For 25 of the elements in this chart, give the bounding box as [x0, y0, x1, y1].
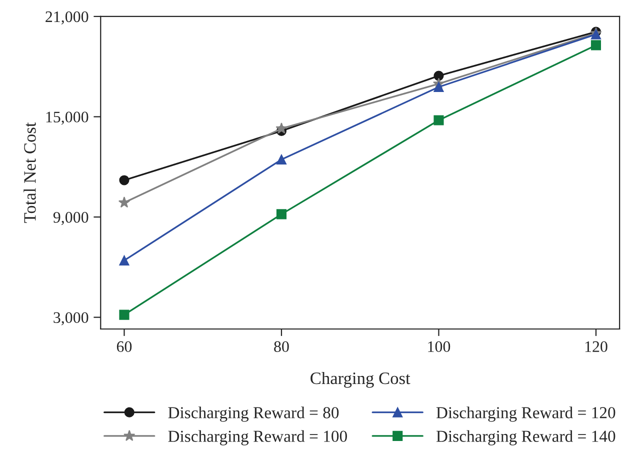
point	[118, 196, 130, 208]
y-tick-label: 3,000	[54, 312, 88, 326]
x-axis-title: Charging Cost	[310, 372, 410, 388]
point	[119, 175, 130, 186]
point	[276, 154, 287, 165]
point	[590, 40, 602, 50]
point	[434, 70, 444, 81]
legend-label: Discharging Reward = 120	[436, 406, 616, 422]
legend-label: Discharging Reward = 80	[168, 406, 339, 422]
point	[434, 82, 444, 92]
x-tick-label: 60	[116, 341, 132, 352]
y-tick-label: 21,000	[46, 11, 88, 24]
point	[276, 209, 287, 220]
y-tick-label: 15,000	[46, 112, 88, 125]
y-axis-title: Total Net Cost	[24, 122, 36, 223]
point	[434, 115, 444, 126]
x-tick-label: 100	[428, 341, 450, 352]
point	[119, 255, 130, 266]
legend-label: Discharging Reward = 140	[436, 430, 616, 446]
point	[119, 310, 130, 320]
legend-label: Discharging Reward = 100	[168, 430, 347, 446]
y-tick-label: 9,000	[53, 212, 88, 226]
point	[276, 122, 288, 134]
x-tick-label: 80	[274, 341, 289, 352]
x-tick-label: 120	[585, 341, 608, 352]
